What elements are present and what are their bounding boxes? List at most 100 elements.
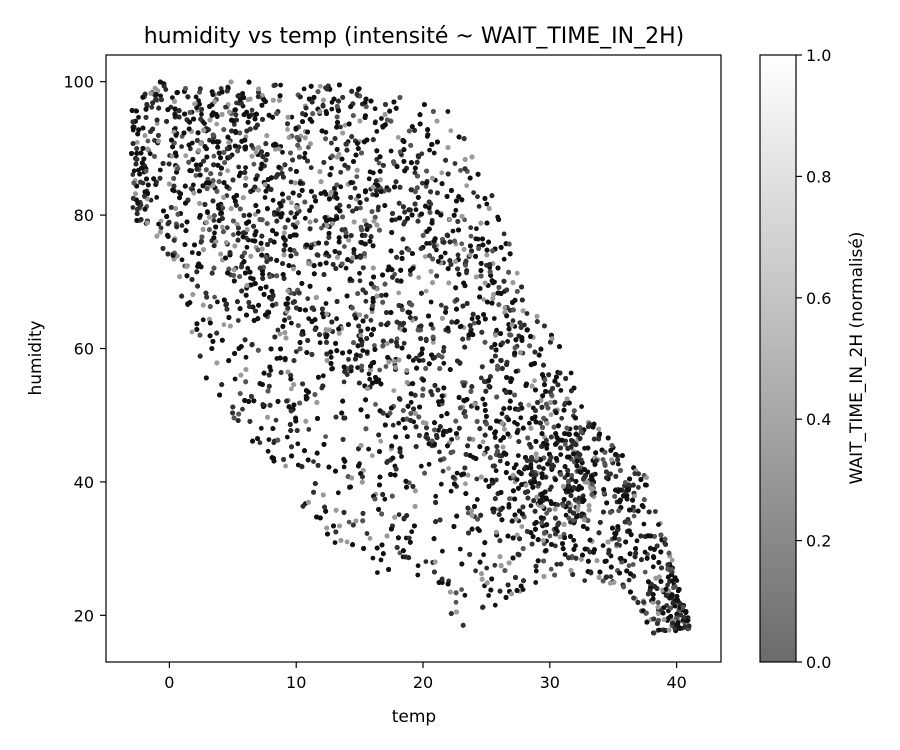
scatter-point — [413, 207, 419, 213]
scatter-point — [326, 286, 332, 292]
scatter-point — [482, 583, 487, 589]
scatter-point — [434, 247, 439, 253]
scatter-point — [372, 120, 378, 126]
scatter-point — [476, 204, 482, 209]
scatter-point — [289, 114, 295, 120]
scatter-point — [317, 340, 323, 346]
scatter-point — [423, 288, 429, 294]
scatter-point — [199, 111, 204, 117]
scatter-point — [484, 201, 490, 207]
scatter-point — [406, 535, 412, 541]
scatter-point — [289, 200, 294, 206]
scatter-point — [501, 231, 507, 237]
scatter-point — [357, 270, 362, 276]
scatter-point — [582, 578, 588, 583]
scatter-point — [548, 566, 554, 572]
scatter-point — [154, 121, 160, 126]
scatter-point — [512, 420, 517, 425]
scatter-point — [579, 404, 584, 409]
scatter-point — [240, 406, 245, 412]
scatter-point — [416, 358, 422, 364]
scatter-point — [323, 129, 329, 135]
scatter-point — [358, 205, 363, 211]
scatter-point — [559, 415, 565, 421]
scatter-point — [478, 375, 484, 381]
scatter-point — [428, 299, 434, 305]
scatter-point — [293, 349, 299, 354]
scatter-point — [338, 124, 343, 130]
scatter-point — [148, 197, 154, 203]
scatter-point — [505, 339, 510, 344]
scatter-point — [462, 217, 467, 223]
scatter-point — [459, 587, 464, 592]
scatter-point — [364, 531, 370, 536]
scatter-point — [342, 244, 347, 249]
scatter-point — [366, 446, 371, 452]
scatter-point — [408, 272, 413, 277]
scatter-point — [533, 568, 539, 574]
scatter-point — [275, 207, 281, 213]
scatter-point — [332, 540, 338, 545]
scatter-point — [626, 563, 632, 569]
scatter-point — [474, 476, 480, 482]
scatter-point — [393, 217, 398, 223]
scatter-point — [453, 599, 459, 605]
scatter-point — [343, 265, 349, 271]
scatter-point — [419, 151, 425, 157]
scatter-point — [507, 496, 512, 502]
scatter-point — [154, 195, 160, 200]
scatter-point — [558, 388, 564, 393]
scatter-point — [548, 412, 554, 418]
scatter-point — [285, 126, 290, 132]
scatter-point — [520, 587, 526, 592]
scatter-point — [338, 169, 344, 175]
scatter-point — [563, 512, 569, 518]
scatter-point — [412, 170, 418, 176]
scatter-point — [130, 205, 136, 210]
scatter-point — [221, 322, 227, 328]
scatter-point — [524, 311, 530, 316]
scatter-point — [473, 568, 478, 574]
scatter-point — [553, 543, 558, 549]
scatter-point — [311, 459, 316, 464]
scatter-point — [541, 466, 546, 471]
scatter-point — [212, 294, 218, 300]
scatter-point — [211, 153, 217, 159]
scatter-point — [346, 519, 352, 525]
scatter-point — [489, 345, 494, 350]
scatter-point — [211, 218, 217, 223]
scatter-point — [258, 425, 264, 431]
scatter-point — [288, 386, 294, 392]
scatter-point — [359, 367, 365, 373]
scatter-point — [357, 312, 363, 318]
scatter-point — [372, 343, 377, 348]
scatter-point — [522, 322, 527, 328]
scatter-point — [251, 161, 257, 167]
scatter-point — [262, 195, 268, 200]
scatter-point — [273, 417, 279, 423]
scatter-point — [532, 378, 537, 384]
scatter-point — [335, 490, 341, 496]
scatter-point — [257, 440, 263, 446]
scatter-point — [382, 496, 388, 502]
scatter-point — [450, 228, 456, 234]
scatter-point — [193, 173, 199, 178]
scatter-point — [291, 266, 296, 272]
chart-title: humidity vs temp (intensité ~ WAIT_TIME_… — [144, 24, 684, 49]
scatter-point — [492, 562, 498, 568]
scatter-point — [445, 109, 451, 114]
scatter-point — [298, 133, 304, 139]
scatter-point — [438, 481, 444, 487]
scatter-point — [366, 371, 372, 377]
scatter-point — [277, 331, 283, 337]
scatter-point — [528, 503, 534, 509]
scatter-point — [309, 204, 314, 210]
scatter-point — [499, 411, 505, 416]
scatter-point — [367, 536, 373, 541]
scatter-point — [183, 153, 189, 159]
scatter-point — [231, 232, 236, 238]
scatter-point — [452, 161, 458, 166]
scatter-point — [608, 574, 614, 580]
scatter-point — [329, 106, 335, 112]
scatter-point — [283, 463, 288, 469]
